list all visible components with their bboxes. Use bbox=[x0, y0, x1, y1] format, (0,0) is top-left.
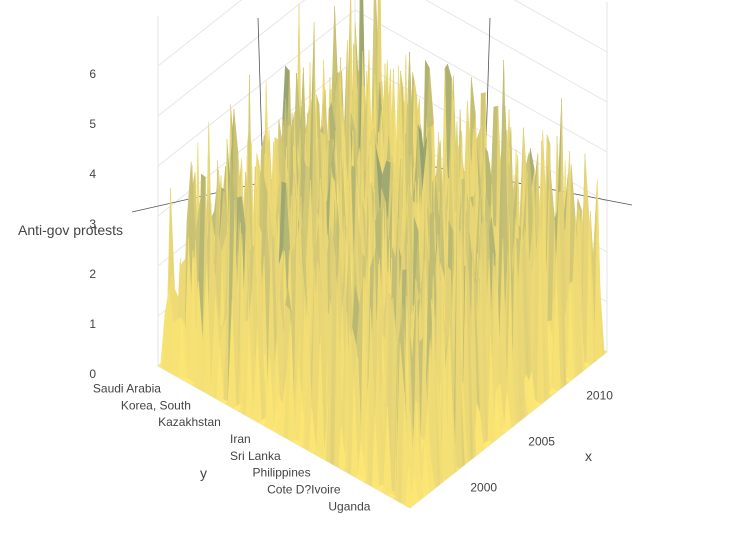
z-tick-label: 5 bbox=[89, 117, 96, 131]
x-tick-label: 2000 bbox=[470, 480, 497, 494]
z-grid-line-left bbox=[157, 0, 306, 117]
z-grid-line-right bbox=[354, 9, 608, 153]
z-grid-line-left bbox=[157, 0, 243, 67]
y-tick-label: Korea, South bbox=[121, 398, 191, 412]
z-axis-title: Anti-gov protests bbox=[18, 222, 123, 238]
z-tick-label: 1 bbox=[89, 317, 96, 331]
z-tick-label: 2 bbox=[89, 267, 96, 281]
x-tick-label: 2010 bbox=[586, 389, 613, 403]
y-tick-label: Sri Lanka bbox=[230, 449, 281, 463]
z-grid-line-left bbox=[157, 9, 356, 167]
y-tick-label: Iran bbox=[230, 432, 251, 446]
z-tick-label: 0 bbox=[89, 367, 96, 381]
y-axis-title: y bbox=[200, 465, 207, 481]
surface-layer bbox=[157, 0, 608, 509]
surface-facet bbox=[405, 464, 413, 509]
z-tick-label: 4 bbox=[89, 167, 96, 181]
z-tick-label: 3 bbox=[89, 217, 96, 231]
y-tick-label: Cote D?Ivoire bbox=[267, 483, 341, 497]
y-tick-label: Uganda bbox=[328, 499, 370, 513]
y-tick-label: Saudi Arabia bbox=[93, 381, 161, 395]
x-tick-label: 2005 bbox=[528, 434, 555, 448]
x-axis-title: x bbox=[585, 448, 592, 464]
y-tick-label: Philippines bbox=[253, 466, 311, 480]
z-grid-line-right bbox=[424, 0, 608, 103]
y-tick-label: Kazakhstan bbox=[158, 415, 221, 429]
z-tick-label: 6 bbox=[89, 67, 96, 81]
z-grid-line-right bbox=[513, 0, 608, 53]
tick-layer: 0 1 2 3 4 5 6 Saudi Arabia Korea, South Kazakhsta… bbox=[89, 67, 613, 513]
